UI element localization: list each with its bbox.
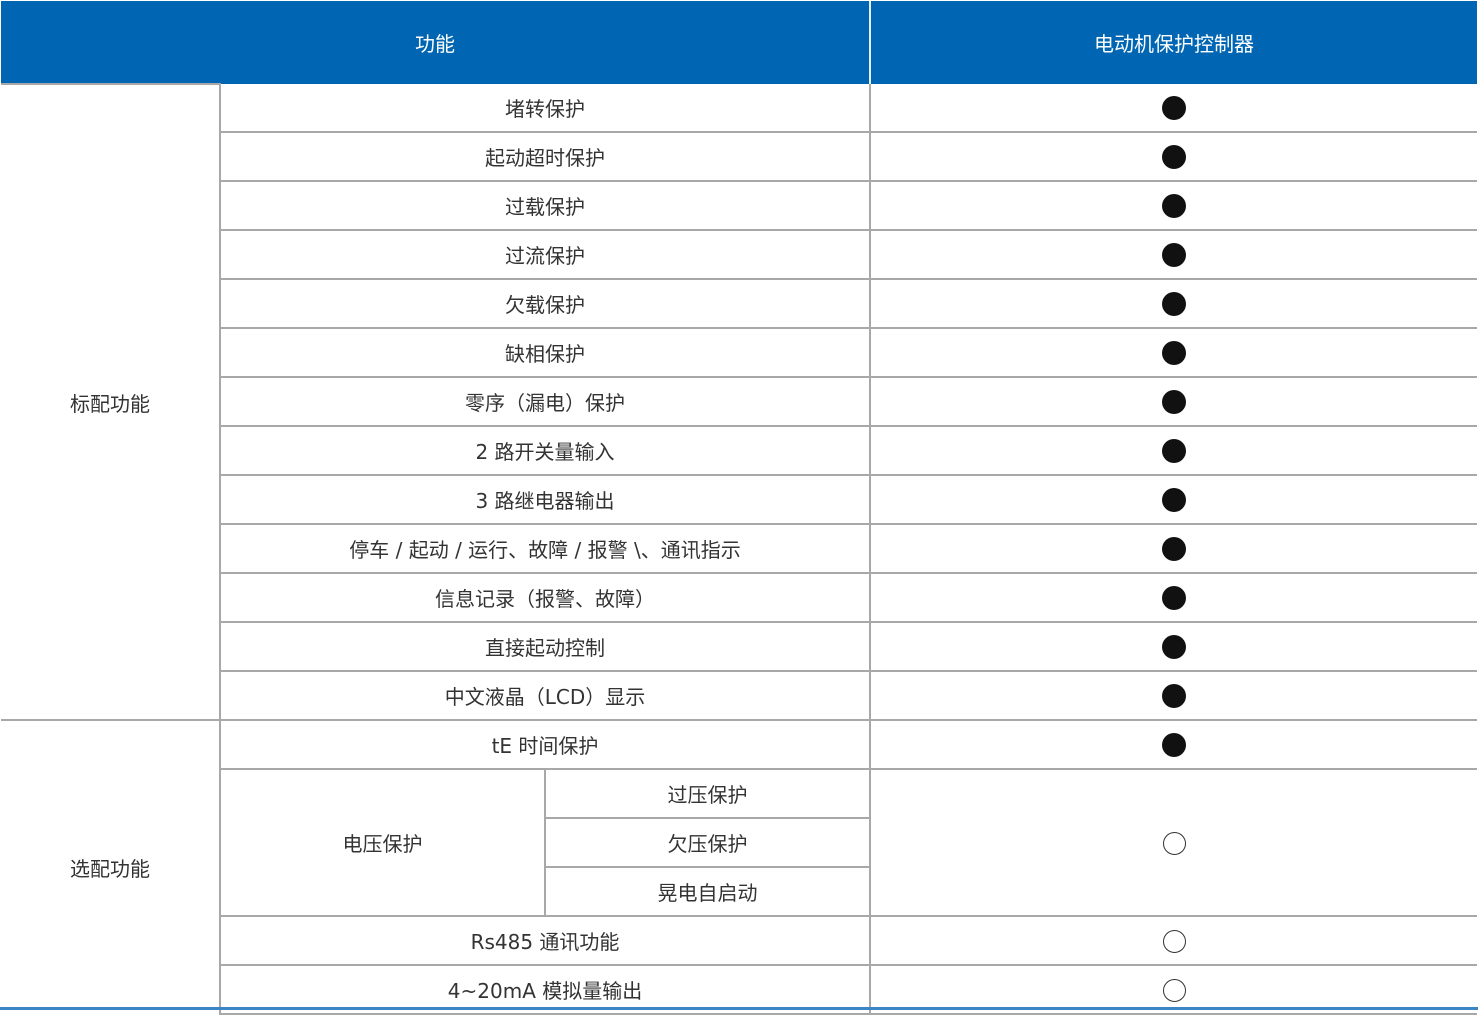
support-mark-cell — [869, 572, 1478, 623]
open-circle-icon — [1162, 832, 1186, 855]
table-row: 2 路开关量输入 — [1, 425, 1478, 476]
feature-name: 4~20mA 模拟量输出 — [218, 964, 872, 1015]
feature-name: 欠载保护 — [218, 278, 872, 329]
support-mark-cell — [869, 278, 1478, 329]
support-mark-cell — [869, 229, 1478, 280]
feature-name: 电压保护 — [219, 768, 546, 917]
feature-name: 缺相保护 — [218, 327, 872, 378]
filled-circle-icon — [1162, 635, 1187, 660]
support-mark-cell — [869, 180, 1478, 231]
filled-circle-icon — [1162, 243, 1187, 268]
support-mark-cell — [869, 131, 1478, 182]
feature-name: 过载保护 — [218, 180, 872, 231]
support-mark-cell — [869, 621, 1478, 672]
header-row: 功能 电动机保护控制器 — [1, 1, 1478, 84]
sub-feature-name: 欠压保护 — [543, 817, 872, 868]
support-mark-cell — [869, 327, 1478, 378]
table-row: 零序（漏电）保护 — [1, 376, 1478, 427]
filled-circle-icon — [1162, 390, 1187, 415]
support-mark-cell — [869, 474, 1478, 525]
support-mark-cell — [869, 523, 1478, 574]
support-mark-cell — [869, 915, 1478, 966]
support-mark-cell — [869, 376, 1478, 427]
support-mark-cell — [869, 768, 1478, 917]
table-row: 欠压保护 — [1, 817, 1477, 868]
group-label: 标配功能 — [1, 83, 221, 720]
table-row: 欠载保护 — [1, 278, 1478, 329]
feature-name: 起动超时保护 — [218, 131, 872, 182]
filled-circle-icon — [1162, 733, 1187, 758]
support-mark-cell — [869, 964, 1478, 1015]
table-row: 起动超时保护 — [1, 131, 1478, 182]
table-row: 电压保护 过压保护 — [1, 768, 1478, 917]
filled-circle-icon — [1162, 537, 1187, 562]
filled-circle-icon — [1162, 292, 1187, 317]
group-label: 选配功能 — [1, 719, 221, 1014]
table-row: 中文液晶（LCD）显示 — [1, 670, 1478, 721]
support-mark-cell — [869, 719, 1478, 770]
table-row: 标配功能 堵转保护 — [1, 83, 1478, 720]
table-row: 晃电自启动 — [1, 866, 1477, 917]
sub-feature-name: 晃电自启动 — [543, 866, 872, 917]
filled-circle-icon — [1162, 194, 1187, 219]
filled-circle-icon — [1162, 586, 1187, 611]
feature-name: Rs485 通讯功能 — [218, 915, 872, 966]
support-mark-cell — [869, 670, 1478, 721]
filled-circle-icon — [1162, 684, 1187, 709]
table-row: Rs485 通讯功能 — [1, 915, 1478, 966]
feature-name: 过流保护 — [218, 229, 872, 280]
bottom-rule — [0, 1007, 1478, 1010]
feature-name: 中文液晶（LCD）显示 — [218, 670, 872, 721]
header-function: 功能 — [1, 1, 872, 84]
feature-name: 堵转保护 — [218, 84, 872, 133]
feature-name: 信息记录（报警、故障） — [218, 572, 872, 623]
table-row: 过流保护 — [1, 229, 1478, 280]
feature-name: 零序（漏电）保护 — [218, 376, 872, 427]
filled-circle-icon — [1162, 96, 1187, 121]
feature-name: 停车 / 起动 / 运行、故障 / 报警 \、通讯指示 — [218, 523, 872, 574]
table-row: 缺相保护 — [1, 327, 1478, 378]
open-circle-icon — [1162, 930, 1186, 953]
table-row: 信息记录（报警、故障） — [1, 572, 1478, 623]
table-row: 4~20mA 模拟量输出 — [1, 964, 1478, 1015]
filled-circle-icon — [1162, 488, 1187, 513]
sub-feature-name: 过压保护 — [543, 768, 872, 819]
filled-circle-icon — [1162, 341, 1187, 366]
header-product: 电动机保护控制器 — [870, 1, 1478, 84]
support-mark-cell — [869, 84, 1478, 133]
table-row: 直接起动控制 — [1, 621, 1478, 672]
filled-circle-icon — [1162, 439, 1187, 464]
filled-circle-icon — [1162, 145, 1187, 170]
table-row: 选配功能 tE 时间保护 — [1, 719, 1478, 1014]
feature-name: 2 路开关量输入 — [218, 425, 872, 476]
support-mark-cell — [869, 425, 1478, 476]
feature-name: 3 路继电器输出 — [218, 474, 872, 525]
feature-name: tE 时间保护 — [218, 719, 872, 770]
open-circle-icon — [1162, 979, 1186, 1002]
table-row: 3 路继电器输出 — [1, 474, 1478, 525]
table-row: 过载保护 — [1, 180, 1478, 231]
feature-name: 直接起动控制 — [218, 621, 872, 672]
table-row: 停车 / 起动 / 运行、故障 / 报警 \、通讯指示 — [1, 523, 1478, 574]
